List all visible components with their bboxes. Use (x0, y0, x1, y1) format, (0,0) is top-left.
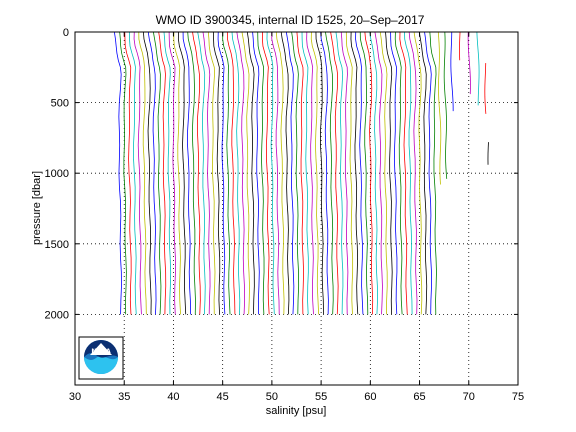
salinity-profile (374, 31, 383, 315)
y-tick-label: 500 (51, 98, 69, 110)
salinity-profile (408, 31, 418, 315)
salinity-profile (173, 31, 181, 315)
chart-title: WMO ID 3900345, internal ID 1525, 20–Sep… (156, 13, 425, 27)
y-tick-label: 1000 (45, 168, 69, 180)
salinity-profile (261, 31, 270, 315)
salinity-profile (197, 31, 206, 315)
salinity-profile (291, 31, 300, 315)
y-tick-label: 1500 (45, 239, 69, 251)
salinity-profile (119, 31, 127, 315)
salinity-profile (113, 31, 122, 315)
salinity-profile (271, 31, 280, 315)
salinity-profile (330, 31, 339, 315)
salinity-profile (213, 31, 221, 315)
y-tick-label: 2000 (45, 309, 69, 321)
axis-ticks: 30 35 40 45 50 55 60 65 70 75 0 500 1000 1500 2000 (45, 27, 525, 403)
salinity-profile (252, 31, 260, 315)
salinity-profile (246, 31, 255, 315)
salinity-profile (385, 31, 393, 315)
salinity-profile (350, 31, 359, 315)
salinity-profile (207, 31, 216, 315)
x-tick-label: 35 (118, 391, 130, 403)
noaa-logo: NOAA (78, 336, 124, 380)
x-tick-label: 60 (364, 391, 376, 403)
salinity-profile (285, 31, 295, 315)
salinity-profile (310, 31, 320, 315)
x-tick-label: 75 (512, 391, 524, 403)
salinity-profile (369, 31, 378, 315)
salinity-profile (241, 31, 250, 315)
grid-lines (75, 32, 518, 385)
salinity-profile (158, 31, 167, 315)
noaa-logo-text: NOAA (91, 348, 111, 355)
salinity-profile (182, 31, 192, 315)
salinity-profile (315, 31, 324, 315)
salinity-profile (345, 31, 354, 315)
salinity-profile (266, 31, 275, 315)
salinity-profile (301, 31, 309, 315)
salinity-profile (355, 31, 364, 315)
x-tick-label: 30 (69, 391, 81, 403)
salinity-profile (484, 63, 487, 114)
x-tick-label: 55 (315, 391, 327, 403)
salinity-profile (450, 31, 454, 112)
x-tick-label: 50 (266, 391, 278, 403)
salinity-profile (236, 31, 246, 315)
salinity-profile (202, 31, 211, 315)
salinity-profile (364, 31, 374, 315)
salinity-profile (476, 31, 480, 106)
x-axis-label: salinity [psu] (266, 405, 327, 417)
x-tick-label: 40 (167, 391, 179, 403)
salinity-profile (124, 31, 132, 315)
salinity-profile (275, 31, 285, 315)
salinity-profile (429, 31, 437, 315)
salinity-profile (192, 31, 201, 315)
salinity-profile (437, 31, 442, 185)
salinity-profile (418, 31, 428, 315)
salinity-profile (217, 31, 226, 315)
salinity-profile (340, 31, 349, 315)
salinity-profile (143, 31, 152, 315)
salinity-profile (394, 31, 403, 315)
salinity-profile (404, 31, 413, 315)
salinity-profile (187, 31, 196, 315)
salinity-profile (222, 31, 231, 315)
salinity-profile (177, 31, 187, 315)
salinity-profile (359, 31, 369, 315)
salinity-profile (133, 31, 142, 315)
x-tick-label: 70 (463, 391, 475, 403)
salinity-profile (152, 31, 162, 315)
salinity-profile (413, 31, 423, 315)
salinity-profile (147, 31, 157, 315)
salinity-profile (325, 31, 334, 315)
salinity-profile (138, 31, 147, 315)
salinity-profile (280, 31, 290, 315)
salinity-profile (306, 31, 314, 315)
y-tick-label: 0 (63, 27, 69, 39)
salinity-profile (168, 31, 176, 315)
salinity-profile (231, 31, 241, 315)
salinity-profile (129, 31, 137, 315)
salinity-profile (379, 31, 388, 315)
plot-frame (74, 31, 519, 386)
salinity-profile (163, 31, 172, 315)
salinity-profile (226, 31, 236, 315)
salinity-profile (399, 31, 408, 315)
salinity-profile (257, 31, 265, 315)
salinity-profile (320, 31, 329, 315)
salinity-profile (390, 31, 398, 315)
salinity-profile (335, 31, 344, 315)
y-axis-label: pressure [dbar] (31, 171, 43, 245)
salinity-profile (296, 31, 304, 315)
salinity-profile (424, 31, 432, 315)
profile-lines (113, 31, 489, 315)
salinity-profile (443, 31, 448, 179)
x-tick-label: 65 (413, 391, 425, 403)
x-tick-label: 45 (217, 391, 229, 403)
salinity-profile (459, 31, 461, 61)
salinity-profile (467, 31, 471, 95)
